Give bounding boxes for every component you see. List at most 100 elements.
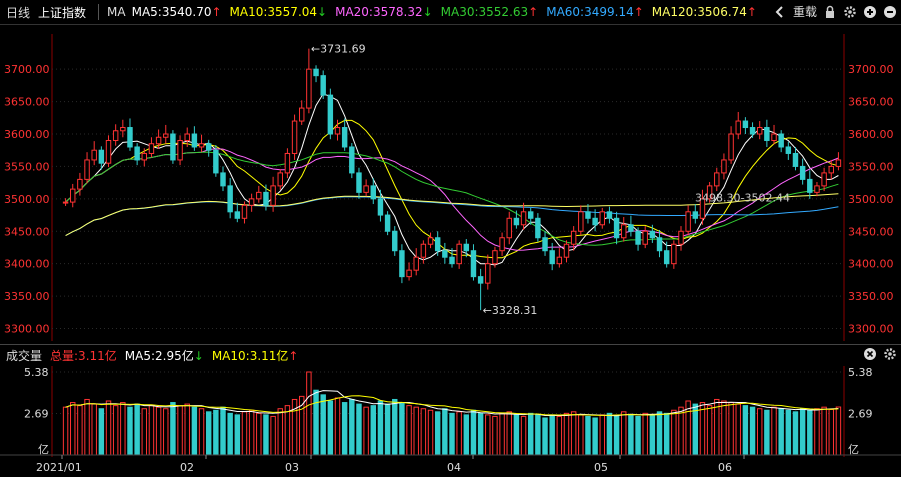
volume-bar — [807, 409, 813, 456]
date-tick-label: 03 — [285, 461, 299, 474]
ma120-line — [65, 193, 839, 237]
volume-bar — [785, 409, 792, 456]
candle-body — [420, 243, 427, 258]
price-tick-label-left: 3550.00 — [4, 160, 50, 173]
volume-bar — [642, 412, 648, 456]
volume-bar — [542, 417, 548, 456]
volume-bar — [363, 406, 369, 456]
candle-body — [105, 139, 112, 164]
volume-bar — [98, 408, 105, 456]
volume-bar — [592, 417, 598, 456]
volume-bar — [227, 412, 233, 456]
toolbar-actions: 重载 — [773, 3, 897, 20]
candle-body — [198, 143, 205, 148]
price-chart[interactable]: 3700.00 3700.00 3650.00 3650.00 3600.00 3600.… — [0, 25, 901, 477]
volume-bar — [535, 414, 541, 456]
candle-body — [699, 198, 706, 219]
candle-body — [356, 172, 362, 193]
price-tick-label-left: 3300.00 — [4, 323, 50, 336]
price-tick-label-right: 3550.00 — [848, 160, 894, 173]
volume-bar — [771, 406, 777, 456]
volume-bar — [177, 405, 183, 456]
volume-bar — [334, 397, 341, 456]
volume-bar — [213, 409, 219, 456]
date-tick-label: 04 — [447, 461, 461, 474]
candle-body — [513, 217, 520, 226]
reweight-button[interactable]: 重载 — [792, 5, 817, 19]
period-label[interactable]: 日线 — [6, 5, 31, 20]
candle-body — [456, 243, 462, 265]
volume-bar — [234, 414, 241, 456]
candle-body — [807, 178, 813, 193]
candle-body — [685, 211, 691, 232]
date-tick-label: 05 — [594, 461, 608, 474]
volume-bar — [656, 411, 663, 456]
volume-bar — [356, 403, 362, 456]
volume-bar — [349, 398, 355, 456]
candle-body — [778, 133, 784, 148]
volume-bar — [148, 405, 155, 456]
candle-body — [792, 152, 799, 167]
volume-bar — [463, 414, 470, 456]
candle-body — [184, 133, 190, 141]
chart-toolbar: 日线 上证指数 MA MA5:3540.70↑ MA10:3557.04↓ MA20… — [0, 0, 901, 25]
gear-icon[interactable] — [883, 347, 897, 361]
volume-bar — [799, 408, 806, 456]
candle-body — [277, 172, 283, 187]
volume-bar — [370, 405, 377, 456]
candle-body — [606, 211, 613, 219]
lock-icon[interactable] — [823, 5, 837, 19]
ma-label[interactable]: MA — [107, 5, 126, 19]
volume-bar — [499, 412, 505, 456]
volume-ma5: MA5:2.95亿↓ — [124, 348, 204, 363]
volume-bar — [485, 414, 491, 456]
candle-body — [306, 68, 312, 109]
candle-body — [134, 146, 140, 161]
candle-body — [341, 127, 348, 148]
toolbar-divider — [98, 4, 100, 20]
chevron-left-icon[interactable] — [773, 5, 787, 19]
candle-body — [84, 159, 90, 180]
volume-bar — [814, 408, 820, 456]
volume-bar — [699, 402, 706, 456]
volume-bar — [735, 403, 741, 456]
candle-body — [399, 250, 405, 278]
candle-body — [270, 185, 276, 206]
volume-bar — [520, 415, 527, 456]
gear-icon[interactable] — [843, 5, 857, 19]
volume-bar — [263, 414, 269, 456]
candle-body — [520, 211, 527, 226]
candle-body — [127, 127, 133, 148]
candle-body — [542, 237, 548, 252]
candle-body — [77, 178, 83, 190]
volume-bar — [70, 402, 76, 456]
candle-body — [556, 256, 563, 265]
volume-title[interactable]: 成交量 — [6, 348, 43, 363]
candle-body — [621, 224, 627, 239]
volume-bar — [628, 414, 634, 456]
volume-bar — [442, 408, 448, 456]
price-tick-label-right: 3500.00 — [848, 193, 894, 206]
volume-bar — [127, 406, 133, 456]
price-tick-label-left: 3500.00 — [4, 193, 50, 206]
volume-bar — [163, 408, 169, 456]
close-icon[interactable] — [863, 347, 877, 361]
volume-bar — [556, 415, 563, 456]
candle-body — [155, 136, 162, 145]
candle-body — [141, 152, 148, 161]
candle-body — [220, 172, 226, 187]
candle-body — [370, 185, 377, 200]
minus-circle-icon[interactable] — [883, 5, 897, 19]
volume-unit-right: 亿 — [848, 443, 859, 456]
date-tick-label: 06 — [718, 461, 732, 474]
index-name: 上证指数 — [38, 5, 87, 20]
volume-bar — [220, 406, 226, 456]
candle-body — [205, 143, 212, 151]
candle-body — [649, 230, 656, 239]
candle-body — [714, 172, 720, 187]
plus-circle-icon[interactable] — [863, 5, 877, 19]
price-tick-label-left: 3700.00 — [4, 63, 50, 76]
candle-body — [671, 243, 677, 265]
ma-indicator-1: MA10:3557.04↓ — [230, 5, 328, 19]
candle-body — [756, 127, 763, 135]
